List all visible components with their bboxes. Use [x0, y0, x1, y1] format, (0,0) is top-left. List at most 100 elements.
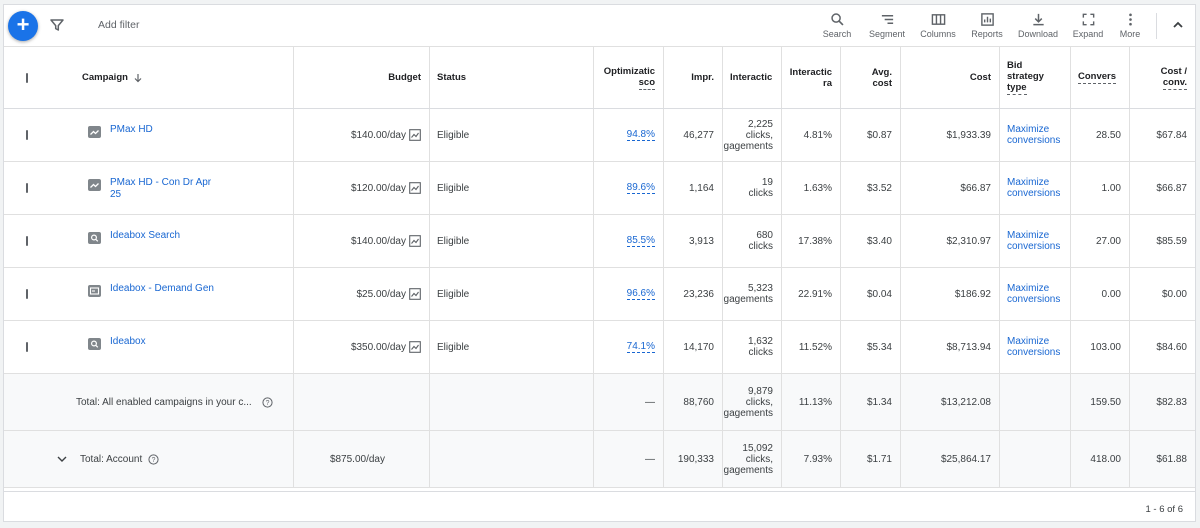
campaign-name-link[interactable]: Ideabox Search: [110, 230, 181, 241]
status-column-header[interactable]: Status: [429, 47, 593, 108]
segment-button[interactable]: Segment: [862, 12, 912, 39]
campaign-name-link-line2[interactable]: 25: [110, 189, 122, 200]
bid-header-line2: strategy: [1007, 71, 1044, 82]
conversions-column-header[interactable]: Convers: [1070, 47, 1129, 108]
table-row[interactable]: Ideabox - Demand Gen $25.00/day Eligible 96…: [4, 268, 1195, 321]
download-label: Download: [1017, 29, 1059, 39]
new-campaign-button[interactable]: +: [8, 11, 38, 41]
budget-trend-icon[interactable]: [409, 129, 421, 141]
help-icon[interactable]: ?: [148, 453, 159, 465]
optimization-score-link[interactable]: 96.6%: [626, 288, 655, 300]
budget-trend-icon[interactable]: [409, 288, 421, 300]
budget-value[interactable]: $25.00/day: [356, 288, 407, 300]
bid-strategy-link[interactable]: Maximize: [1007, 230, 1050, 241]
budget-trend-icon[interactable]: [409, 341, 421, 353]
row-checkbox[interactable]: [26, 236, 28, 246]
row-checkbox[interactable]: [26, 342, 28, 352]
table-row[interactable]: PMax HD $140.00/day Eligible 94.8% 46,277 2,2…: [4, 109, 1195, 162]
segment-label: Segment: [868, 29, 906, 39]
select-all-checkbox[interactable]: [26, 72, 28, 83]
chevron-up-icon[interactable]: [1170, 17, 1186, 33]
budget-value[interactable]: $350.00/day: [350, 341, 406, 353]
campaign-header-label: Campaign: [82, 72, 128, 83]
columns-label: Columns: [920, 29, 956, 39]
bid-strategy-link-line2[interactable]: conversions: [1007, 347, 1061, 358]
avg-cost-header-line2: cost: [872, 77, 892, 89]
bid-strategy-link-line2[interactable]: conversions: [1007, 188, 1061, 199]
interactions-unit: clicks,: [745, 129, 773, 141]
campaign-name-link[interactable]: Ideabox - Demand Gen: [110, 283, 214, 294]
total-account-label: Total: Account: [80, 453, 143, 465]
interaction-rate-header-line2: ra: [823, 77, 832, 89]
bid-strategy-link[interactable]: Maximize: [1007, 336, 1050, 347]
add-filter-button[interactable]: Add filter: [98, 19, 140, 31]
row-checkbox[interactable]: [26, 183, 28, 193]
table-row[interactable]: Ideabox Search $140.00/day Eligible 85.5% 3,…: [4, 215, 1195, 268]
total-account-budget: $875.00/day: [329, 453, 385, 465]
chevron-down-icon[interactable]: [56, 453, 68, 465]
interactions-unit2: gagements: [723, 140, 773, 152]
campaign-name-link[interactable]: Ideabox: [110, 336, 146, 347]
impressions-value: 23,236: [683, 288, 714, 300]
conversions-value: 1.00: [1101, 182, 1121, 194]
cost-column-header[interactable]: Cost: [900, 47, 999, 108]
cost-value: $186.92: [954, 288, 991, 300]
search-campaign-icon: [88, 338, 101, 350]
interaction-rate-value: 1.63%: [803, 182, 832, 194]
row-checkbox[interactable]: [26, 289, 28, 299]
total-account-interactions-unit2: gagements: [723, 464, 773, 476]
total-enabled-avg-cost: $1.34: [866, 396, 892, 408]
interactions-column-header[interactable]: Interactic: [722, 47, 781, 108]
bid-strategy-link-line2[interactable]: conversions: [1007, 241, 1061, 252]
campaign-column-header[interactable]: Campaign: [74, 47, 293, 108]
budget-trend-icon[interactable]: [409, 235, 421, 247]
total-enabled-campaigns-row: Total: All enabled campaigns in your c..…: [4, 374, 1195, 431]
row-checkbox[interactable]: [26, 130, 28, 140]
budget-column-header[interactable]: Budget: [293, 47, 429, 108]
bid-strategy-link-line2[interactable]: conversions: [1007, 135, 1061, 146]
bid-strategy-link[interactable]: Maximize: [1007, 124, 1050, 135]
total-enabled-conversions: 159.50: [1090, 396, 1121, 408]
help-icon[interactable]: ?: [262, 396, 273, 408]
bid-strategy-link-line2[interactable]: conversions: [1007, 294, 1061, 305]
bid-strategy-link[interactable]: Maximize: [1007, 283, 1050, 294]
cost-per-conv-column-header[interactable]: Cost / conv.: [1129, 47, 1195, 108]
search-button[interactable]: Search: [812, 12, 862, 39]
impressions-column-header[interactable]: Impr.: [663, 47, 722, 108]
download-button[interactable]: Download: [1013, 12, 1063, 39]
avg-cost-header-line1: Avg.: [871, 66, 892, 78]
bid-strategy-link[interactable]: Maximize: [1007, 177, 1050, 188]
columns-button[interactable]: Columns: [913, 12, 963, 39]
campaign-name-link[interactable]: PMax HD: [110, 124, 153, 135]
total-account-row: Total: Account ? $875.00/day — 190,333 1…: [4, 431, 1195, 488]
interactions-value: 5,323: [747, 283, 773, 294]
budget-trend-icon[interactable]: [409, 182, 421, 194]
expand-button[interactable]: Expand: [1063, 12, 1113, 39]
interaction-rate-value: 22.91%: [798, 288, 832, 300]
expand-icon: [1082, 13, 1094, 26]
campaign-name-link[interactable]: PMax HD - Con Dr Apr: [110, 177, 212, 188]
bid-strategy-column-header[interactable]: Bid strategy type: [999, 47, 1070, 108]
optimization-score-link[interactable]: 74.1%: [626, 341, 655, 353]
reports-button[interactable]: Reports: [962, 12, 1012, 39]
interaction-rate-column-header[interactable]: Interactic ra: [781, 47, 840, 108]
budget-value[interactable]: $140.00/day: [350, 235, 406, 247]
total-enabled-opt: —: [645, 396, 655, 408]
impressions-value: 46,277: [683, 129, 714, 141]
avg-cost-column-header[interactable]: Avg. cost: [840, 47, 900, 108]
table-row[interactable]: PMax HD - Con Dr Apr 25 $120.00/day Eligibl…: [4, 162, 1195, 215]
conversions-value: 103.00: [1090, 341, 1121, 353]
optimization-score-link[interactable]: 94.8%: [626, 129, 655, 141]
budget-value[interactable]: $120.00/day: [350, 182, 406, 194]
filter-icon[interactable]: [49, 17, 65, 33]
interactions-value: 680: [756, 230, 773, 241]
interaction-rate-value: 4.81%: [803, 129, 832, 141]
more-button[interactable]: More: [1105, 12, 1155, 39]
optimization-score-column-header[interactable]: Optimizatic sco: [593, 47, 663, 108]
optimization-score-link[interactable]: 85.5%: [626, 235, 655, 247]
budget-value[interactable]: $140.00/day: [350, 129, 406, 141]
optimization-score-link[interactable]: 89.6%: [626, 182, 655, 194]
optimization-header-line2: sco: [638, 76, 655, 90]
search-label: Search: [822, 29, 852, 39]
table-row[interactable]: Ideabox $350.00/day Eligible 74.1% 14,170 1,6…: [4, 321, 1195, 374]
